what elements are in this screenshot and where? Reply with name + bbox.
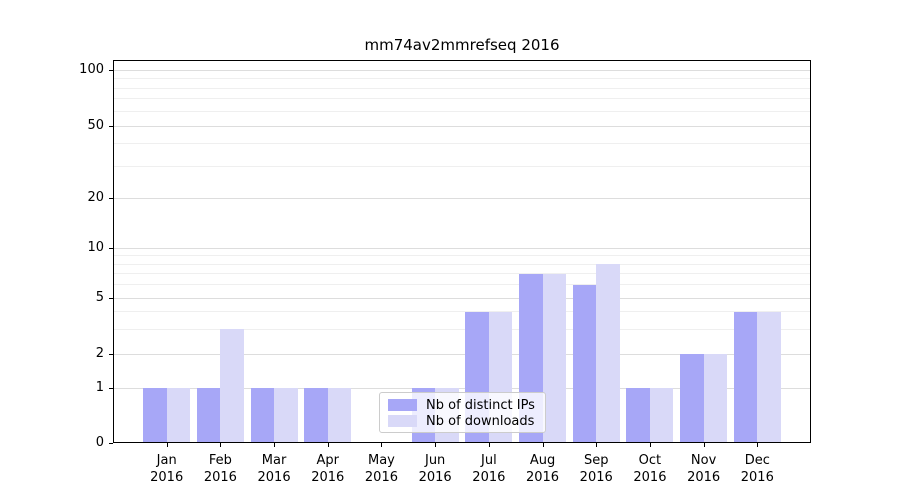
x-tick-mark-jan [166,443,168,447]
legend-swatch-downloads [388,415,417,427]
gridline-major-10 [114,247,810,249]
x-tick-label-nov: Nov 2016 [687,453,721,485]
x-tick-label-apr: Apr 2016 [311,453,345,485]
x-tick-label-mar: Mar 2016 [257,453,291,485]
gridline-minor-90 [114,78,810,79]
x-tick-label-oct: Oct 2016 [633,453,667,485]
bar-ips-apr [304,388,328,443]
bar-downloads-jan [166,388,191,443]
y-tick-mark-5 [109,297,113,299]
legend-label-downloads: Nb of downloads [426,413,535,429]
gridline-minor-30 [114,165,810,167]
gridline-minor-4 [114,311,810,313]
bar-ips-oct [626,388,650,443]
y-tick-label-10: 10 [87,240,104,255]
gridline-minor-9 [114,255,810,257]
legend: Nb of distinct IPs Nb of downloads [379,392,546,433]
x-tick-mark-jul [488,443,490,447]
x-tick-label-may: May 2016 [364,453,398,485]
y-tick-mark-0 [109,442,113,444]
gridline-major-50 [114,125,810,127]
gridline-major-100 [114,69,810,71]
gridline-major-1 [114,387,810,389]
y-tick-label-2: 2 [95,346,104,361]
gridline-minor-6 [114,284,810,286]
bar-ips-nov [680,354,704,443]
x-tick-mark-aug [542,443,544,447]
gridline-major-2 [114,353,810,355]
legend-item-distinct-ips: Nb of distinct IPs [388,397,537,413]
chart-title: mm74av2mmrefseq 2016 [364,36,560,54]
legend-label-distinct-ips: Nb of distinct IPs [426,397,535,413]
x-tick-label-sep: Sep 2016 [579,453,613,485]
x-tick-mark-jun [435,443,437,447]
x-tick-label-jan: Jan 2016 [150,453,184,485]
x-tick-mark-oct [649,443,651,447]
y-tick-label-0: 0 [95,435,104,450]
y-tick-label-5: 5 [95,290,104,305]
y-tick-mark-100 [109,69,113,71]
gridline-major-20 [114,197,810,199]
x-tick-mark-sep [596,443,598,447]
x-tick-mark-feb [220,443,222,447]
bar-downloads-dec [757,311,781,443]
gridline-major-5 [114,297,810,299]
bar-downloads-sep [596,264,620,443]
gridline-minor-70 [114,98,810,100]
x-tick-mark-mar [274,443,276,447]
bar-downloads-mar [274,388,298,443]
bar-downloads-feb [220,329,244,443]
x-tick-mark-apr [327,443,329,447]
legend-swatch-distinct-ips [388,399,417,411]
x-tick-label-aug: Aug 2016 [525,453,560,485]
gridline-minor-60 [114,110,810,112]
plot-area-border [113,60,811,443]
x-tick-mark-nov [703,443,705,447]
gridline-minor-3 [114,328,810,330]
x-tick-label-jul: Jul 2016 [472,453,506,485]
y-tick-mark-50 [109,125,113,127]
x-tick-mark-dec [757,443,759,447]
bar-downloads-nov [703,354,728,443]
bar-downloads-apr [327,388,352,443]
x-tick-mark-may [381,443,383,447]
bar-ips-feb [196,388,221,443]
y-tick-label-50: 50 [87,118,104,133]
x-tick-label-dec: Dec 2016 [740,453,774,485]
bar-downloads-aug [542,273,567,443]
bar-ips-sep [572,284,597,443]
y-tick-label-1: 1 [95,380,104,395]
bar-ips-jan [143,388,167,443]
y-tick-mark-20 [109,197,113,199]
y-tick-mark-10 [109,247,113,249]
y-tick-label-100: 100 [79,62,104,77]
bar-ips-mar [250,388,275,443]
y-tick-mark-2 [109,353,113,355]
bar-downloads-oct [649,388,674,443]
x-tick-label-feb: Feb 2016 [203,453,237,485]
gridline-minor-80 [114,87,810,89]
x-tick-label-jun: Jun 2016 [418,453,452,485]
y-tick-mark-1 [109,387,113,389]
gridline-minor-7 [114,273,810,275]
gridline-minor-8 [114,263,810,265]
y-tick-label-20: 20 [87,190,104,205]
legend-item-downloads: Nb of downloads [388,413,537,429]
bar-ips-dec [733,311,758,443]
gridline-minor-40 [114,143,810,145]
